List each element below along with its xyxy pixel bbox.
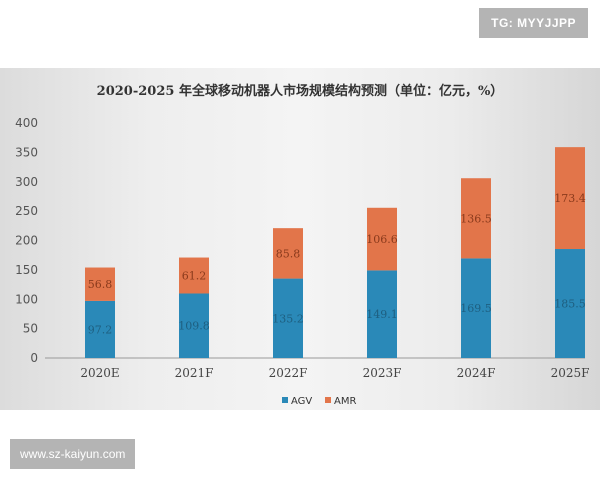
x-tick-label: 2022F (269, 366, 308, 380)
legend-label-amr: AMR (334, 396, 356, 407)
data-label-agv: 109.8 (178, 320, 210, 333)
bar-amr (367, 207, 397, 271)
chart-photo: 0 50 100 150 200 250 300 350 400 97.2 56.8 109.8 61… (0, 68, 600, 410)
bar-group: 97.2 56.8 109.8 61.2 135.2 85.8 149.1 106.6 169.… (85, 147, 586, 358)
data-label-agv: 135.2 (272, 312, 304, 325)
bar-amr (179, 257, 209, 294)
y-tick-label: 50 (23, 322, 38, 336)
data-label-amr: 173.4 (554, 192, 586, 205)
y-tick-label: 0 (30, 351, 38, 365)
bar-agv (179, 293, 209, 358)
bar-agv (461, 258, 491, 358)
x-axis-ticks: 2020E 2021F 2022F 2023F 2024F 2025F (80, 366, 589, 380)
bar-amr (273, 228, 303, 279)
y-tick-label: 250 (15, 204, 38, 218)
legend-swatch-agv (282, 397, 288, 403)
bar-agv (85, 300, 115, 358)
data-label-agv: 97.2 (88, 323, 113, 336)
x-tick-label: 2020E (80, 366, 119, 380)
bar-amr (555, 147, 585, 250)
legend-swatch-amr (325, 397, 331, 403)
bar-agv (273, 278, 303, 358)
data-label-amr: 61.2 (182, 270, 207, 283)
watermark-top-badge: TG: MYYJJPP (479, 8, 588, 38)
y-tick-label: 100 (15, 292, 38, 306)
data-label-amr: 85.8 (276, 247, 301, 260)
data-label-agv: 149.1 (366, 308, 398, 321)
bar-agv (367, 270, 397, 358)
x-tick-label: 2021F (175, 366, 214, 380)
watermark-bottom-badge: www.sz-kaiyun.com (10, 439, 136, 469)
data-label-agv: 185.5 (554, 298, 586, 311)
y-tick-label: 300 (15, 175, 38, 189)
bar-amr (461, 178, 491, 259)
bar-agv (555, 249, 585, 358)
x-tick-label: 2025F (551, 366, 590, 380)
data-label-amr: 136.5 (460, 212, 492, 225)
legend: AGV AMR (282, 396, 356, 407)
y-tick-label: 200 (15, 234, 38, 248)
y-tick-label: 350 (15, 145, 38, 159)
data-label-agv: 169.5 (460, 302, 492, 315)
chart-title: 2020-2025 年全球移动机器人市场规模结构预测（单位：亿元，%） (96, 84, 504, 99)
stacked-bar-chart: 0 50 100 150 200 250 300 350 400 97.2 56.8 109.8 61… (15, 116, 589, 407)
data-label-amr: 106.6 (366, 233, 398, 246)
y-axis-ticks: 0 50 100 150 200 250 300 350 400 (15, 116, 38, 365)
y-tick-label: 400 (15, 116, 38, 130)
bar-amr (85, 267, 115, 301)
x-tick-label: 2023F (363, 366, 402, 380)
legend-label-agv: AGV (291, 396, 312, 407)
y-tick-label: 150 (15, 263, 38, 277)
x-tick-label: 2024F (457, 366, 496, 380)
data-label-amr: 56.8 (88, 278, 113, 291)
